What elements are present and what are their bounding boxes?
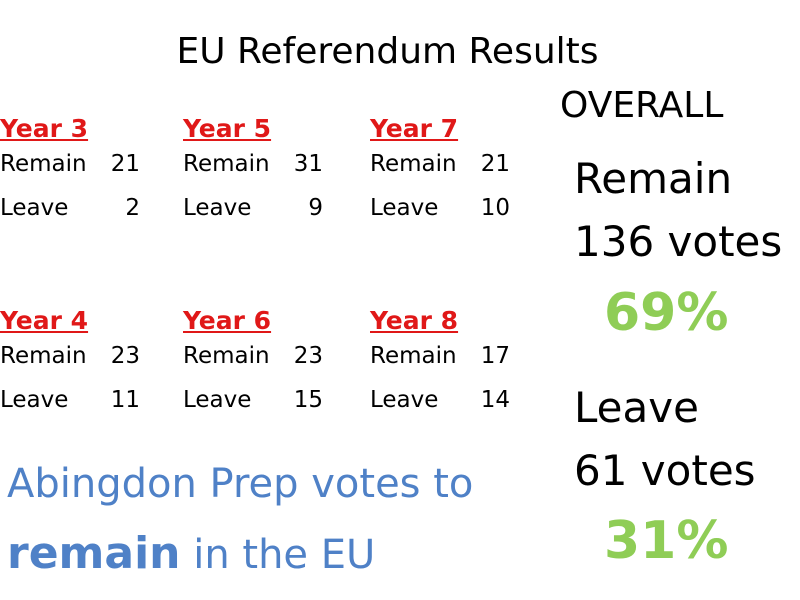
summary-statement: Abingdon Prep votes to remain in the EU	[7, 460, 473, 579]
leave-label: Leave	[370, 195, 439, 221]
slide-title: EU Referendum Results	[176, 31, 599, 72]
overall-leave-percent: 31%	[604, 511, 729, 571]
remain-label: Remain	[183, 343, 270, 369]
leave-row: Leave 11	[0, 386, 170, 430]
remain-count: 23	[293, 343, 323, 369]
remain-label: Remain	[370, 151, 457, 177]
leave-row: Leave 9	[183, 194, 353, 238]
year-title: Year 8	[370, 306, 459, 335]
remain-row: Remain 21	[370, 150, 540, 194]
year-title: Year 4	[0, 306, 89, 335]
year-block-5: Year 5 Remain 31 Leave 9	[183, 114, 353, 238]
summary-line-2: remain in the EU	[7, 530, 473, 579]
overall-leave-votes: 61 votes	[574, 446, 756, 495]
remain-count: 31	[293, 151, 323, 177]
overall-leave-label: Leave	[574, 383, 699, 432]
summary-rest: in the EU	[180, 532, 376, 578]
remain-row: Remain 31	[183, 150, 353, 194]
remain-label: Remain	[370, 343, 457, 369]
leave-count: 14	[480, 387, 510, 413]
remain-count: 21	[110, 151, 140, 177]
remain-label: Remain	[0, 343, 87, 369]
summary-emphasis: remain	[7, 528, 181, 579]
summary-line-1: Abingdon Prep votes to	[7, 461, 474, 507]
remain-row: Remain 17	[370, 342, 540, 386]
remain-row: Remain 23	[183, 342, 353, 386]
year-title: Year 7	[370, 114, 459, 143]
overall-remain-votes: 136 votes	[574, 217, 783, 266]
year-block-4: Year 4 Remain 23 Leave 11	[0, 306, 170, 430]
overall-remain-label: Remain	[574, 154, 733, 203]
year-title: Year 3	[0, 114, 89, 143]
year-block-3: Year 3 Remain 21 Leave 2	[0, 114, 170, 238]
leave-count: 11	[110, 387, 140, 413]
remain-label: Remain	[183, 151, 270, 177]
year-title: Year 6	[183, 306, 272, 335]
year-block-8: Year 8 Remain 17 Leave 14	[370, 306, 540, 430]
year-title: Year 5	[183, 114, 272, 143]
leave-row: Leave 14	[370, 386, 540, 430]
leave-label: Leave	[183, 195, 252, 221]
leave-count: 9	[308, 195, 323, 221]
overall-heading: OVERALL	[560, 85, 724, 126]
year-block-7: Year 7 Remain 21 Leave 10	[370, 114, 540, 238]
leave-row: Leave 2	[0, 194, 170, 238]
leave-label: Leave	[183, 387, 252, 413]
remain-row: Remain 23	[0, 342, 170, 386]
remain-count: 21	[480, 151, 510, 177]
remain-row: Remain 21	[0, 150, 170, 194]
overall-remain-percent: 69%	[604, 283, 729, 343]
leave-count: 10	[480, 195, 510, 221]
remain-count: 17	[480, 343, 510, 369]
remain-count: 23	[110, 343, 140, 369]
year-block-6: Year 6 Remain 23 Leave 15	[183, 306, 353, 430]
leave-row: Leave 15	[183, 386, 353, 430]
leave-count: 15	[293, 387, 323, 413]
leave-label: Leave	[0, 387, 69, 413]
leave-label: Leave	[0, 195, 69, 221]
leave-count: 2	[125, 195, 140, 221]
remain-label: Remain	[0, 151, 87, 177]
leave-row: Leave 10	[370, 194, 540, 238]
leave-label: Leave	[370, 387, 439, 413]
